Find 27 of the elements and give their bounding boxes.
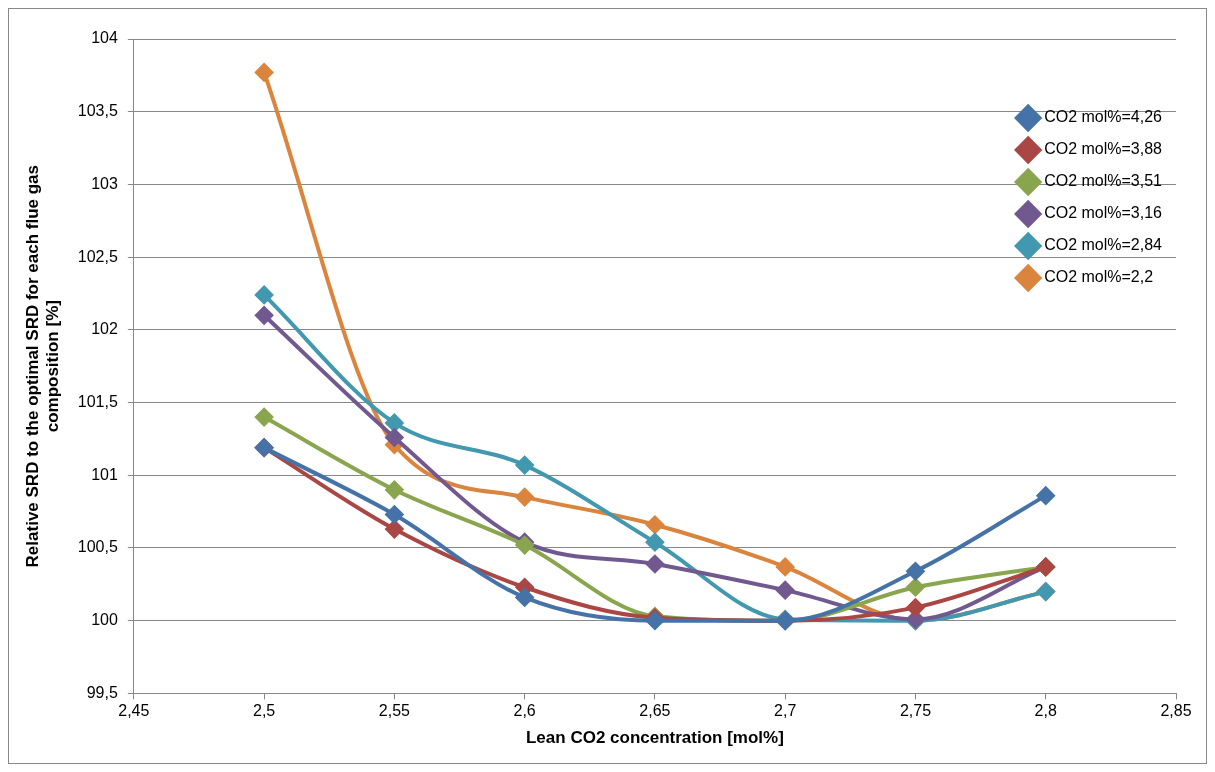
y-tick-label: 103,5 <box>77 102 118 120</box>
y-tick-label: 100 <box>91 611 118 629</box>
y-tick-label: 100,5 <box>77 538 118 556</box>
y-axis-title: Relative SRD to the optimal SRD for each flue gas composition [%] <box>22 164 63 568</box>
legend-label: CO2 mol%=3,51 <box>1044 172 1163 190</box>
legend-label: CO2 mol%=2,2 <box>1044 268 1154 286</box>
x-tick-label: 2,85 <box>1160 702 1192 720</box>
x-tick-label: 2,55 <box>378 702 411 720</box>
x-axis-title: Lean CO2 concentration [mol%] <box>525 728 784 748</box>
x-tick-label: 2,8 <box>1034 702 1057 720</box>
x-tick-label: 2,6 <box>513 702 536 720</box>
x-tick-label: 2,45 <box>118 702 150 720</box>
legend-label: CO2 mol%=3,88 <box>1044 140 1163 158</box>
y-tick-label: 102 <box>91 320 118 338</box>
x-tick-label: 2,5 <box>252 702 276 720</box>
legend-label: CO2 mol%=3,16 <box>1044 204 1163 222</box>
x-tick-label: 2,7 <box>774 702 797 720</box>
y-tick-label: 101,5 <box>77 392 118 410</box>
x-tick-label: 2,75 <box>899 702 932 720</box>
y-tick-label: 102,5 <box>77 247 118 265</box>
y-tick-label: 104 <box>91 29 118 47</box>
y-tick-label: 101 <box>91 465 118 483</box>
y-tick-label: 99,5 <box>86 683 118 701</box>
legend-label: CO2 mol%=4,26 <box>1044 108 1163 126</box>
x-tick-label: 2,65 <box>639 702 671 720</box>
legend-label: CO2 mol%=2,84 <box>1044 236 1163 254</box>
y-tick-label: 103 <box>91 174 118 192</box>
